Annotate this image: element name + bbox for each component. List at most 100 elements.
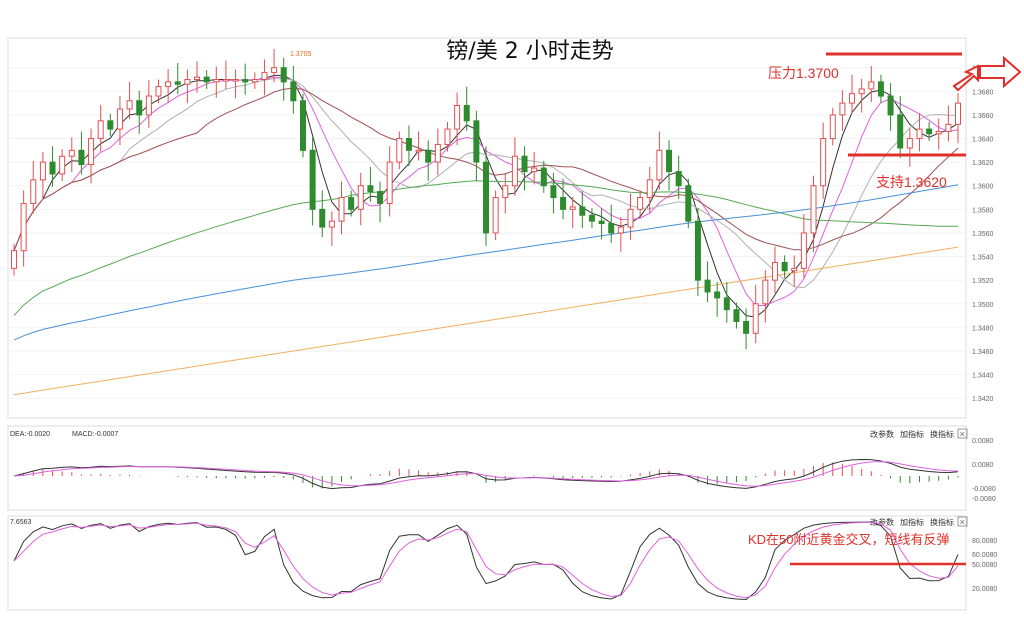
candle-up [656, 149, 663, 181]
candle-down [319, 208, 326, 228]
kd-series [13, 521, 959, 601]
candle-up [820, 138, 827, 187]
candle-up [935, 130, 942, 135]
kd-tick-label: 60.0080 [972, 552, 997, 559]
candle-up [531, 167, 538, 173]
candle-down [588, 214, 595, 222]
y-tick-label: 1.3620 [972, 160, 994, 167]
candle-up [444, 128, 451, 145]
candle-up [232, 79, 239, 82]
candle-up [261, 71, 268, 81]
candle-up [20, 202, 27, 252]
candle-down [560, 197, 567, 210]
candle-down [299, 100, 306, 151]
candle-up [906, 138, 913, 149]
candle-down [704, 279, 711, 293]
candle-down [425, 149, 432, 163]
candle-down [781, 261, 788, 272]
candle-up [39, 161, 46, 181]
macd-add-indicator-button[interactable]: 加指标 [900, 429, 924, 439]
candle-up [251, 79, 258, 83]
candle-up [386, 161, 393, 204]
right-arrow-icon [979, 55, 1022, 89]
candle-up [97, 120, 104, 140]
support-label: 支持1.3620 [876, 174, 947, 190]
kd-value-label: 7.6563 [10, 519, 32, 526]
candle-down [136, 100, 143, 116]
kd-change-params-button[interactable]: 改参数 [870, 517, 894, 527]
y-tick-label: 1.3680 [972, 89, 994, 96]
candle-up [617, 226, 624, 234]
y-tick-label: 1.3640 [972, 137, 994, 144]
macd-dea-line [13, 461, 959, 487]
candle-down [483, 161, 489, 234]
candle-up [945, 123, 952, 132]
macd-series [13, 458, 959, 490]
macd-switch-indicator-button[interactable]: 换指标 [930, 429, 954, 439]
candle-up [829, 114, 836, 140]
candle-up [502, 185, 509, 199]
candle-up [222, 79, 229, 82]
candle-up [791, 267, 798, 272]
candle-down [675, 171, 682, 187]
main-panel-frame [7, 37, 967, 419]
candle-up [68, 149, 75, 157]
candle-up [858, 88, 865, 95]
ma-blue-line [13, 184, 959, 341]
candle-down [521, 155, 528, 173]
candle-down [743, 320, 750, 334]
candle-up [328, 220, 335, 228]
candle-down [714, 291, 721, 299]
kd-y-axis: 80.0080 60.0080 50.0080 20.0080 [972, 538, 997, 593]
candle-down [540, 167, 547, 187]
candle-up [116, 108, 123, 130]
candle-down [723, 297, 730, 311]
candle-up [396, 138, 403, 163]
candle-up [126, 100, 133, 110]
candle-up [916, 128, 923, 140]
candle-up [569, 206, 576, 210]
candle-up [165, 81, 172, 88]
candle-up [145, 95, 152, 116]
candle-up [194, 76, 201, 81]
chart-title: 镑/美 2 小时走势 [446, 39, 613, 64]
y-tick-label: 1.3600 [972, 184, 994, 191]
candle-up [511, 155, 518, 187]
macd-panel-frame [7, 425, 967, 511]
kd-tick-label: 80.0080 [972, 538, 997, 545]
candle-down [897, 114, 904, 149]
candle-down [280, 67, 287, 83]
candle-up [849, 93, 856, 104]
candle-up [30, 179, 37, 204]
candle-down [405, 138, 412, 151]
kd-tick-label: 20.0080 [972, 586, 997, 593]
candle-up [155, 86, 162, 97]
kd-switch-indicator-button[interactable]: 换指标 [930, 517, 954, 527]
price-y-axis: 1.37001.36801.36601.36401.36201.36001.35… [972, 66, 994, 403]
macd-close-button[interactable] [957, 428, 968, 439]
macd-tick-label: -0.0080 [972, 486, 996, 493]
candle-down [598, 220, 605, 225]
kd-d-line [13, 521, 959, 599]
kd-close-icon: × [960, 517, 965, 527]
macd-close-icon: × [960, 429, 965, 439]
candle-up [492, 197, 499, 234]
candle-down [666, 149, 673, 173]
y-tick-label: 1.3480 [972, 325, 994, 332]
macd-change-params-button[interactable]: 改参数 [870, 429, 894, 439]
candle-up [357, 185, 364, 210]
candle-up [955, 102, 961, 125]
resistance-label: 压力1.3700 [768, 65, 839, 81]
candle-up [752, 303, 759, 334]
candle-down [78, 149, 85, 165]
kd-close-button[interactable] [957, 516, 968, 527]
ma-orange-line [13, 246, 959, 396]
kd-add-indicator-button[interactable]: 加指标 [900, 517, 924, 527]
candlestick-series [11, 48, 961, 350]
candle-up [454, 104, 461, 130]
candle-up [11, 250, 17, 269]
candle-up [213, 79, 220, 83]
candle-down [608, 223, 615, 234]
macd-tick-label: 0.0080 [972, 462, 994, 469]
